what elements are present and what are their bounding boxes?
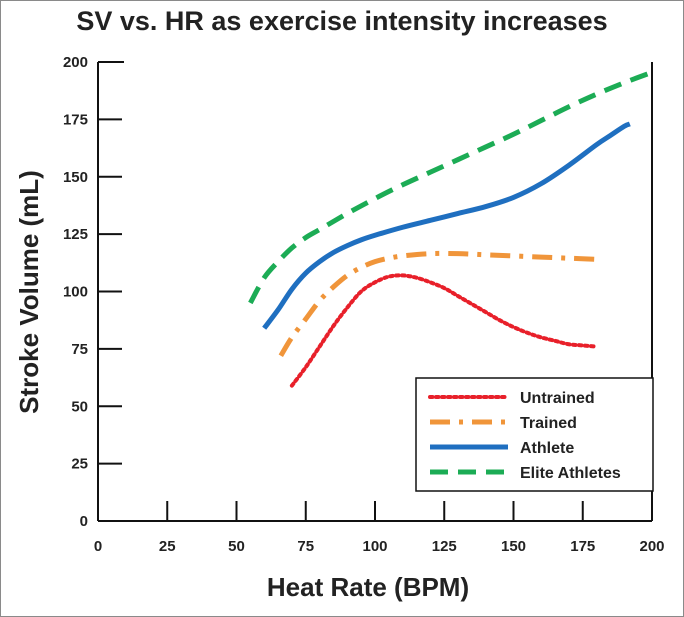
- series-line-untrained: [289, 273, 599, 388]
- y-tick-label: 175: [63, 111, 88, 128]
- legend: Untrained Trained Athlete Elite Athletes: [415, 377, 654, 492]
- x-tick-label: 200: [639, 538, 664, 555]
- legend-label-athlete: Athlete: [520, 440, 574, 457]
- y-tick-label: 0: [80, 513, 88, 530]
- series-line-athlete: [262, 121, 631, 330]
- y-tick-label: 125: [63, 226, 88, 243]
- legend-label-elite-athletes: Elite Athletes: [520, 465, 621, 482]
- chart-title: SV vs. HR as exercise intensity increase…: [76, 6, 608, 36]
- legend-label-trained: Trained: [520, 415, 577, 432]
- y-axis-label: Stroke Volume (mL): [14, 170, 44, 414]
- y-tick-label: 200: [63, 54, 88, 71]
- y-tick-label: 25: [71, 456, 88, 473]
- x-tick-label: 125: [432, 538, 457, 555]
- series-line-elite-athletes: [248, 69, 653, 305]
- legend-label-untrained: Untrained: [520, 390, 595, 407]
- y-tick-label: 50: [71, 398, 88, 415]
- y-tick-label: 100: [63, 284, 88, 301]
- series-layer: [248, 69, 653, 388]
- x-tick-label: 75: [297, 538, 314, 555]
- x-tick-label: 0: [94, 538, 102, 555]
- x-axis-label: Heat Rate (BPM): [267, 572, 469, 602]
- y-tick-label: 75: [71, 341, 88, 358]
- series-line-trained: [278, 250, 597, 358]
- y-tick-label: 150: [63, 169, 88, 186]
- x-tick-label: 50: [228, 538, 245, 555]
- x-tick-label: 25: [159, 538, 176, 555]
- x-tick-label: 175: [570, 538, 595, 555]
- x-tick-label: 100: [362, 538, 387, 555]
- x-tick-label: 150: [501, 538, 526, 555]
- tick-marks: 0 25 50 75 100 125 150 175 200 0 25 50 75 100 125 150 17…: [63, 54, 665, 555]
